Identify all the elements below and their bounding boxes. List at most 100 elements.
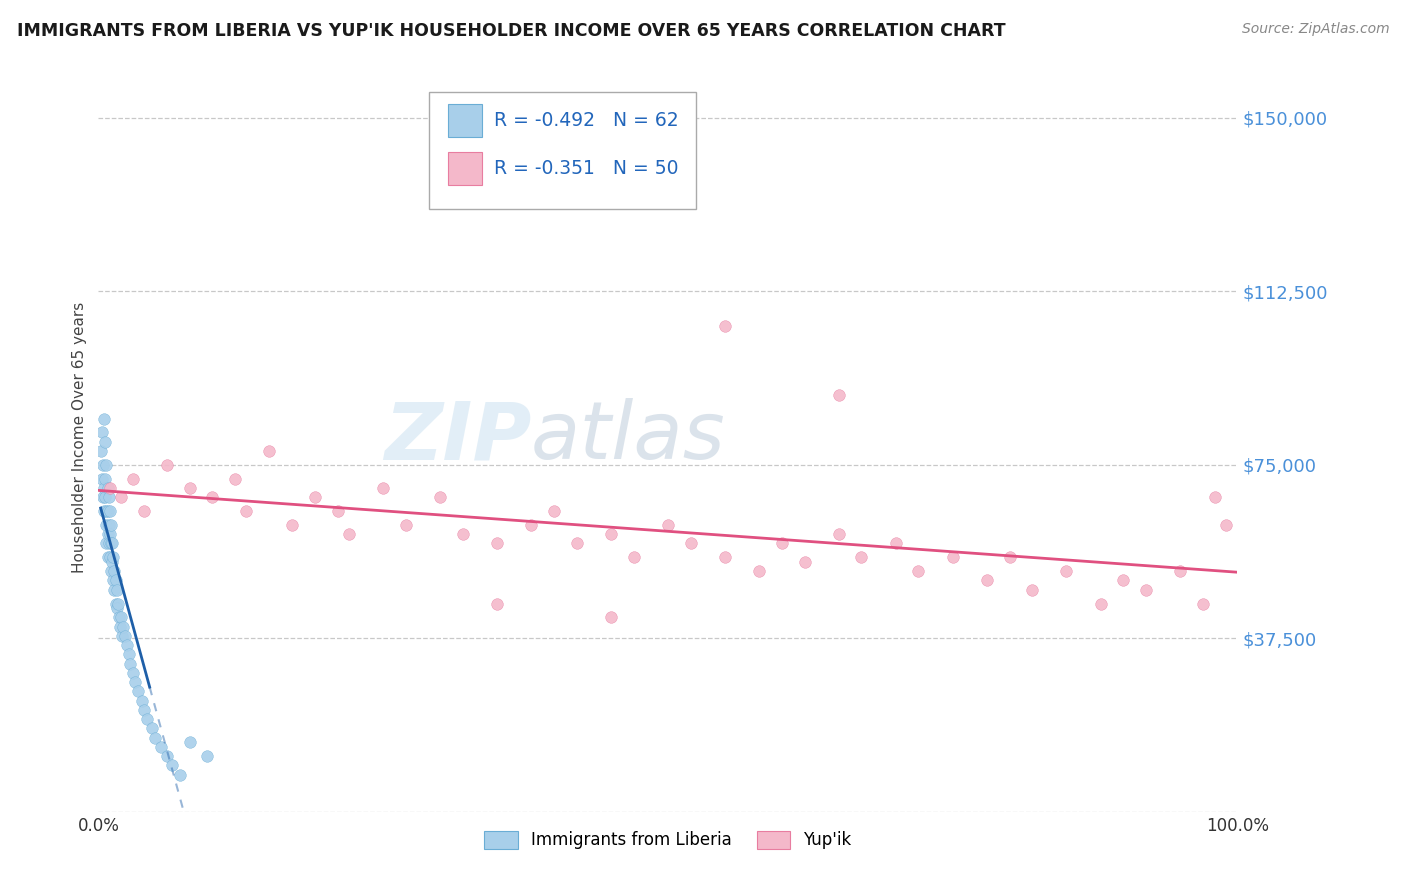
Point [124,675,146,690]
Point [91,458,114,472]
Point [623,550,645,565]
Point [195,749,218,764]
Point [162,758,184,772]
Point [96,527,118,541]
Point [259,444,281,458]
Point [156,458,179,472]
Point [657,518,679,533]
Point [429,490,451,504]
Point [942,550,965,565]
Point [97,518,120,533]
Point [828,388,851,402]
Point [884,536,907,550]
Point [486,536,509,550]
Point [150,739,173,754]
Point [224,472,246,486]
Point [371,481,394,495]
Point [93,411,115,425]
Point [451,527,474,541]
Point [118,648,141,662]
Point [600,527,623,541]
Point [748,564,770,578]
Point [98,481,121,495]
Point [110,610,132,624]
Point [96,481,118,495]
Text: ZIP: ZIP [384,398,531,476]
Point [156,749,179,764]
Point [108,610,131,624]
Point [907,564,929,578]
Bar [449,152,482,185]
Point [1170,564,1192,578]
Point [96,518,118,533]
Point [94,490,117,504]
Point [600,610,623,624]
Point [107,597,129,611]
Point [1112,574,1135,588]
Text: R = -0.492   N = 62: R = -0.492 N = 62 [494,112,678,130]
Point [543,504,565,518]
Point [851,550,873,565]
Point [179,735,201,749]
Point [93,481,115,495]
Point [94,434,117,449]
Point [127,684,149,698]
Text: R = -0.351   N = 50: R = -0.351 N = 50 [494,159,678,178]
Point [96,504,118,518]
FancyBboxPatch shape [429,93,696,209]
Point [1021,582,1043,597]
Point [201,490,224,504]
Point [179,481,201,495]
Text: atlas: atlas [531,398,725,476]
Point [1215,518,1237,533]
Point [103,582,125,597]
Point [679,536,702,550]
Point [108,620,131,634]
Point [304,490,326,504]
Point [1204,490,1226,504]
Point [828,527,851,541]
Point [145,731,167,745]
Y-axis label: Householder Income Over 65 years: Householder Income Over 65 years [72,301,87,573]
Bar [449,104,482,137]
Point [96,458,118,472]
Point [714,319,737,334]
Point [96,504,118,518]
Point [998,550,1021,565]
Point [115,638,138,652]
Point [714,550,737,565]
Point [121,472,143,486]
Point [111,629,134,643]
Point [93,504,115,518]
Point [101,536,124,550]
Point [103,574,125,588]
Point [326,504,349,518]
Point [103,564,125,578]
Point [104,574,127,588]
Point [793,555,815,569]
Point [770,536,793,550]
Point [121,665,143,680]
Point [520,518,543,533]
Point [100,536,122,550]
Point [100,564,122,578]
Point [235,504,257,518]
Text: Source: ZipAtlas.com: Source: ZipAtlas.com [1241,22,1389,37]
Point [104,597,127,611]
Point [120,657,142,671]
Point [1192,597,1215,611]
Point [90,425,112,440]
Point [90,472,112,486]
Point [1135,582,1157,597]
Point [90,444,112,458]
Point [486,597,509,611]
Point [136,712,159,726]
Point [132,703,155,717]
Point [91,490,114,504]
Point [100,518,122,533]
Point [110,490,132,504]
Point [131,694,153,708]
Point [98,550,121,565]
Point [98,527,121,541]
Point [96,550,118,565]
